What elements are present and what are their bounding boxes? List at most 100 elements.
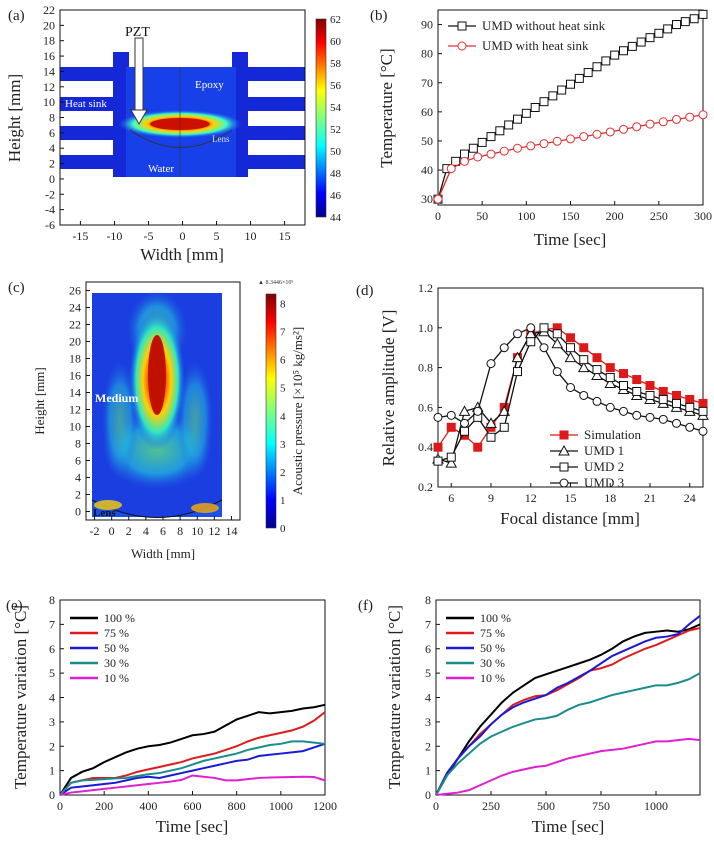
y-tick-label-f: 0 — [425, 788, 431, 802]
plot-frame-e — [59, 599, 326, 796]
data-point-b-1 — [632, 122, 642, 132]
colorbar-tick-label-a: 46 — [330, 190, 342, 202]
data-point-d-3 — [566, 383, 575, 392]
x-tick-label-b: 300 — [694, 209, 712, 223]
data-point-b-0 — [592, 62, 602, 72]
legend-f — [446, 616, 474, 680]
colorbar-tick-label-a: 54 — [330, 102, 342, 114]
y-tick-label-a: -2 — [45, 187, 55, 201]
series-line-e-4 — [59, 774, 326, 796]
x-axis-label-c: Width [mm] — [131, 546, 195, 561]
y-axis-label-d: Relative amplitude [V] — [379, 310, 398, 467]
data-point-b-1 — [685, 112, 695, 122]
x-tick-label-f: 500 — [537, 799, 555, 813]
y-tick-label-a: 16 — [43, 49, 55, 63]
y-tick-label-d: 0.4 — [418, 440, 433, 454]
y-tick-label-f: 8 — [425, 593, 431, 607]
data-point-d-1 — [458, 405, 471, 416]
data-point-d-0 — [605, 363, 615, 373]
y-axis-label-e: Temperature variation [°C] — [11, 605, 30, 789]
x-tick-label-d: 9 — [488, 491, 494, 505]
data-point-b-0 — [663, 24, 673, 34]
y-tick-label-a: 2 — [49, 157, 55, 171]
x-tick-label-e: 600 — [184, 799, 202, 813]
colorbar-tick-label-a: 56 — [330, 80, 342, 92]
x-tick-label-a: -5 — [143, 229, 153, 243]
series-d-3 — [433, 323, 708, 436]
y-tick-label-e: 8 — [49, 593, 55, 607]
data-point-d-1 — [591, 369, 603, 381]
data-point-b-0 — [530, 103, 540, 112]
x-tick-label-e: 1200 — [313, 799, 337, 813]
data-point-b-1 — [566, 134, 575, 144]
data-point-d-1 — [511, 351, 524, 363]
data-point-d-0 — [592, 353, 602, 363]
data-point-b-1 — [460, 156, 469, 166]
data-point-b-0 — [513, 114, 522, 124]
legend-b — [448, 21, 476, 51]
data-point-d-1 — [485, 417, 497, 428]
data-point-b-0 — [672, 20, 681, 30]
y-axis-label-a: Height [mm] — [5, 74, 24, 162]
y-tick-label-f: 4 — [425, 691, 431, 705]
y-tick-label-e: 3 — [49, 715, 55, 729]
data-point-d-3 — [645, 412, 655, 422]
data-point-b-0 — [548, 91, 558, 101]
y-tick-label-f: 3 — [425, 715, 431, 729]
y-tick-label-a: 6 — [49, 126, 55, 140]
legend-entry-d: UMD 3 — [584, 475, 624, 490]
legend-entry-f: 50 % — [480, 641, 505, 655]
data-point-d-3 — [619, 406, 628, 416]
y-tick-label-e: 7 — [49, 617, 55, 631]
data-point-d-2 — [526, 337, 536, 347]
y-tick-label-d: 0.8 — [418, 361, 433, 375]
x-tick-label-d: 6 — [448, 491, 454, 505]
x-tick-label-b: 200 — [606, 209, 624, 223]
y-tick-label-d: 1.0 — [418, 321, 433, 335]
x-tick-label-d: 12 — [525, 491, 537, 505]
data-point-b-1 — [658, 117, 668, 127]
annotation-a: Epoxy — [195, 79, 224, 91]
data-point-d-2 — [672, 398, 681, 408]
colorbar-tick-label-c: 3 — [280, 439, 286, 451]
data-point-d-2 — [645, 390, 655, 400]
data-point-b-1 — [486, 149, 496, 159]
data-point-b-0 — [636, 37, 646, 47]
data-point-d-0 — [473, 442, 483, 452]
y-tick-label-e: 1 — [49, 764, 55, 778]
y-axis-label-c: Height [mm] — [32, 367, 47, 435]
x-tick-label-c: 4 — [143, 524, 149, 538]
data-point-d-3 — [658, 414, 668, 424]
y-tick-label-d: 0.6 — [418, 400, 433, 414]
legend-entry-e: 100 % — [104, 611, 135, 625]
x-axis-label-e: Time [sec] — [156, 817, 229, 836]
data-point-d-2 — [539, 323, 549, 333]
y-tick-label-e: 4 — [49, 691, 55, 705]
panel-a-heatmap — [60, 10, 326, 225]
series-f-3 — [435, 672, 701, 796]
data-point-d-3 — [685, 422, 695, 432]
y-tick-label-c: 22 — [69, 318, 81, 332]
panel-label-e: (e) — [6, 598, 23, 614]
data-point-b-1 — [619, 124, 628, 134]
data-point-b-1 — [592, 129, 602, 139]
data-point-d-2 — [698, 406, 708, 416]
panel-label-f: (f) — [358, 598, 373, 614]
data-point-d-1 — [604, 377, 617, 389]
data-point-b-0 — [654, 28, 664, 38]
data-point-d-3 — [698, 426, 708, 436]
x-tick-label-c: 14 — [225, 524, 237, 538]
data-point-d-0 — [658, 386, 668, 396]
legend-marker-d — [559, 478, 569, 488]
plot-frame-f — [435, 599, 701, 796]
data-point-b-1 — [672, 114, 681, 124]
x-tick-label-a: 10 — [245, 229, 257, 243]
y-axis-label-f: Temperature variation [°C] — [385, 605, 404, 789]
colorbar-tick-label-c: 6 — [280, 355, 286, 367]
y-tick-label-a: 14 — [43, 64, 55, 78]
series-line-e-1 — [59, 711, 326, 796]
annotation-a: Heat sink — [65, 98, 107, 110]
data-point-b-0 — [601, 56, 611, 66]
legend-marker-d — [559, 462, 569, 472]
legend-marker-d — [559, 430, 569, 440]
